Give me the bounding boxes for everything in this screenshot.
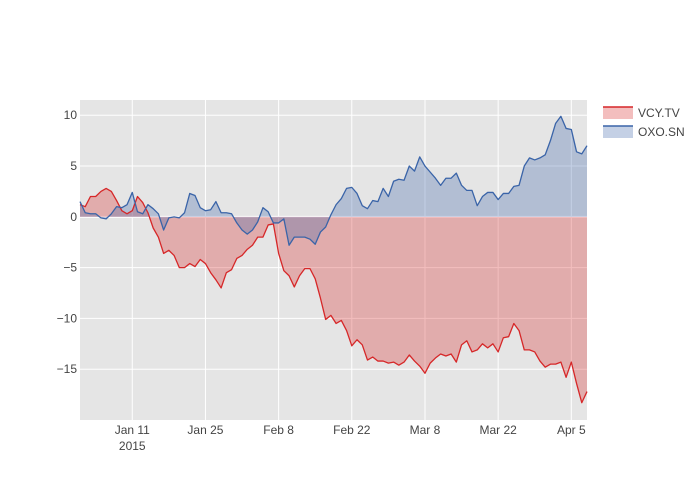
y-tick-label: 10 (64, 108, 78, 122)
series-area-oxo-sn (80, 116, 587, 246)
legend-swatch-vcy-tv (603, 107, 633, 119)
legend-label-vcy-tv: VCY.TV (638, 106, 680, 120)
legend-swatch-oxo-sn (603, 126, 633, 138)
grid (80, 100, 587, 420)
x-tick-label: Feb 8 (263, 423, 294, 437)
x-tick-label: Apr 5 (557, 423, 586, 437)
series-line-oxo-sn (79, 115, 588, 246)
x-tick-label: Jan 25 (187, 423, 223, 437)
y-tick-label: −10 (57, 311, 78, 325)
y-axis-ticks: 10 5 0 −5 −10 −15 (57, 108, 78, 376)
legend-label-oxo-sn: OXO.SN (638, 125, 685, 139)
y-tick-label: 0 (70, 210, 77, 224)
series-lines (79, 115, 588, 404)
legend: VCY.TV OXO.SN (603, 106, 685, 139)
x-tick-label: Feb 22 (333, 423, 371, 437)
y-tick-label: −5 (63, 261, 77, 275)
plot-background (80, 100, 587, 420)
x-tick-label: Mar 8 (410, 423, 441, 437)
x-tick-sublabel: 2015 (119, 439, 146, 453)
x-tick-label: Mar 22 (479, 423, 517, 437)
x-axis-ticks: Jan 11 2015 Jan 25 Feb 8 Feb 22 Mar 8 Mar 22 Ap… (115, 423, 586, 453)
y-tick-label: 5 (70, 159, 77, 173)
series-line-vcy-tv (79, 187, 588, 404)
y-tick-label: −15 (57, 362, 78, 376)
x-tick-label: Jan 11 (115, 423, 150, 437)
